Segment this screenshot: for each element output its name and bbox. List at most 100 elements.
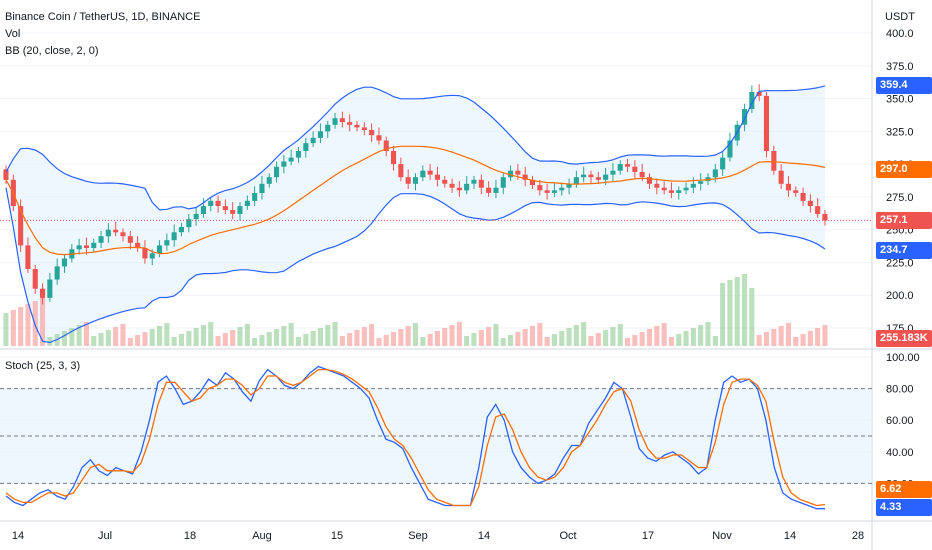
candlestick-series[interactable] [3,84,828,305]
candle-body [442,179,448,184]
candle-body [259,183,265,193]
candle-body [391,151,397,165]
candle-body [749,92,755,109]
volume-bar [529,326,535,346]
volume-bar [83,322,89,346]
volume-bar [646,329,652,346]
stoch-tick-label: 100.00 [886,352,920,364]
candle-body [690,183,696,188]
volume-bar [807,331,813,346]
volume-bar [515,332,521,346]
volume-bar [98,333,104,346]
time-tick-label: Aug [252,530,272,542]
volume-bar [120,324,126,346]
candle-body [3,169,9,180]
price-tick-label: 200.0 [886,290,914,302]
last-price-tag: 257.1 [876,212,932,229]
candle-body [537,185,543,191]
volume-bar [259,335,265,346]
bollinger-lines [0,85,872,344]
volume-bar [449,325,455,346]
volume-bar [25,304,31,346]
volume-bar [40,298,46,346]
volume-bar [405,326,411,346]
volume-bar [683,331,689,346]
candle-body [142,248,148,259]
stoch-k-tag: 4.33 [876,499,932,516]
volume-bar [281,326,287,346]
candle-body [54,266,60,280]
volume-bar [573,325,579,346]
stoch-d-tag: 6.62 [876,481,932,498]
volume-bar [785,323,791,346]
candle-body [588,174,594,178]
volume-bar [676,334,682,346]
candle-body [310,137,316,144]
volume-bar [720,283,726,346]
volume-bar [244,324,250,346]
bollinger-indicator-label[interactable]: BB (20, close, 2, 0) [5,45,99,57]
volume-bar [581,322,587,346]
volume-bar [113,327,119,346]
volume-bar [471,333,477,346]
candle-body [822,213,828,221]
volume-bar [742,274,748,346]
candle-body [332,118,338,125]
candle-body [456,187,462,191]
price-tick-label: 350.0 [886,94,914,106]
candle-body [25,245,31,269]
volume-bar [698,325,704,346]
price-axis[interactable]: 400.0375.0350.0325.0300.0275.0250.0225.0… [886,28,920,490]
volume-bar [456,322,462,346]
candle-body [617,164,623,171]
candle-body [508,170,514,178]
volume-bar [661,323,667,346]
candle-body [581,174,587,178]
volume-indicator-label[interactable]: Vol [5,28,21,40]
stoch-k-line [5,365,825,510]
bb-basis-tag: 297.0 [876,161,932,178]
candle-body [785,183,791,191]
stoch-indicator-label[interactable]: Stoch (25, 3, 3) [5,360,81,372]
volume-bar [266,332,272,346]
candle-body [18,206,24,246]
volume-bar [310,331,316,346]
symbol-title[interactable]: Binance Coin / TetherUS, 1D, BINANCE [5,11,201,23]
volume-bar [347,333,353,346]
candle-body [559,187,565,191]
volume-bar [69,328,75,346]
bollinger-lower-line [5,187,826,344]
volume-bar [610,327,616,346]
volume-bar [142,332,148,346]
bollinger-basis-line [5,145,826,256]
candle-body [800,193,806,201]
volume-bar [171,337,177,346]
time-tick-label: Nov [712,530,732,542]
candle-body [157,245,163,254]
candle-body [625,164,631,167]
volume-bar [18,307,24,346]
volume-bar [288,323,294,346]
volume-bar [339,336,345,346]
candle-body [676,190,682,193]
volume-bar [588,336,594,346]
volume-bar [354,330,360,346]
time-axis[interactable]: 14 Jul 18 Aug 15 Sep 14 Oct 17 Nov 14 28 [12,530,864,542]
candle-body [325,124,331,132]
price-tick-label: 275.0 [886,192,914,204]
volume-bar [91,336,97,346]
candle-body [347,122,353,125]
volume-bar [727,280,733,346]
candle-body [420,170,426,178]
candle-body [164,240,170,246]
candle-body [763,95,769,151]
bb-lower-tag: 234.7 [876,242,932,259]
volume-bar [391,332,397,346]
volume-bar [47,337,53,346]
volume-bar [544,337,550,346]
volume-tag: 255.183K [876,330,932,347]
volume-bar [690,328,696,346]
time-tick-label: Sep [408,530,428,542]
volume-bar [193,328,199,346]
